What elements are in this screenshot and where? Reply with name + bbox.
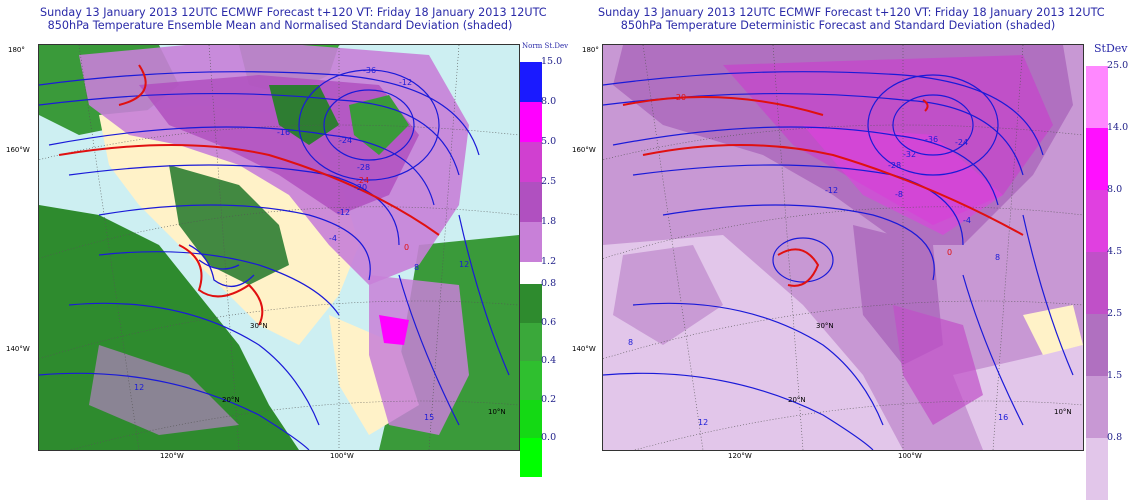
right-contour-label: 12 <box>698 418 708 427</box>
left-colorbar-label: 1.8 <box>541 216 557 227</box>
right-colorbar-swatch <box>1086 252 1108 314</box>
left-colorbar-label: 0.4 <box>541 355 557 366</box>
right-contour-label: 16 <box>998 413 1008 422</box>
left-colorbar-label: 0.8 <box>541 278 557 289</box>
left-label-160w: 160°W <box>6 146 30 154</box>
left-contour-label: -28 <box>357 163 370 172</box>
left-colorbar-label: 15.0 <box>541 56 563 67</box>
right-contour-label: 8 <box>628 338 633 347</box>
left-contour-label: 15 <box>424 413 434 422</box>
right-colorbar-label: 4.5 <box>1107 246 1123 257</box>
left-colorbar-swatch <box>520 222 542 262</box>
right-label-20n: 20°N <box>788 396 806 404</box>
left-colorbar-label: 8.0 <box>541 96 557 107</box>
left-colorbar-title: Norm St.Dev <box>522 42 569 50</box>
left-contour-label: 8 <box>414 263 419 272</box>
left-title-line1: Sunday 13 January 2013 12UTC ECMWF Forec… <box>40 6 547 19</box>
right-colorbar-label: 14.0 <box>1107 122 1129 133</box>
right-colorbar-swatch <box>1086 314 1108 376</box>
right-colorbar-label: 2.5 <box>1107 308 1123 319</box>
right-label-30n: 30°N <box>816 322 834 330</box>
right-colorbar-label: 0.8 <box>1107 432 1123 443</box>
left-colorbar-label: 5.0 <box>541 136 557 147</box>
left-contour-label: -16 <box>277 128 290 137</box>
left-contour-label: -20 <box>354 183 367 192</box>
left-label-20n: 20°N <box>222 396 240 404</box>
right-colorbar-swatch <box>1086 66 1108 128</box>
right-contour-label: -24 <box>955 138 968 147</box>
right-colorbar-swatch <box>1086 190 1108 252</box>
left-contour-label: -12 <box>337 208 350 217</box>
left-contour-label: -12 <box>399 78 412 87</box>
right-label-120w: 120°W <box>728 452 752 460</box>
right-contour-label: -32 <box>903 150 916 159</box>
right-label-10n: 10°N <box>1054 408 1072 416</box>
right-contour-label: -36 <box>925 135 938 144</box>
left-map: -36 -12 -16 -24 -28 -20 -12 -4 8 12 15 1… <box>38 44 520 451</box>
right-label-100w: 100°W <box>898 452 922 460</box>
right-label-140w: 140°W <box>572 345 596 353</box>
right-title-line1: Sunday 13 January 2013 12UTC ECMWF Forec… <box>598 6 1105 19</box>
left-label-120w: 120°W <box>160 452 184 460</box>
left-colorbar-swatch <box>520 399 542 438</box>
right-title-line2: 850hPa Temperature Deterministic Forecas… <box>620 19 1056 32</box>
right-colorbar-swatch <box>1086 128 1108 190</box>
left-colorbar-swatch <box>520 182 542 222</box>
right-colorbar-label: 25.0 <box>1107 60 1129 71</box>
right-colorbar-title: StDev <box>1094 42 1128 55</box>
left-contour-label: -36 <box>363 66 376 75</box>
left-colorbar-swatch <box>520 322 542 361</box>
left-label-100w: 100°W <box>330 452 354 460</box>
right-colorbar-label: 8.0 <box>1107 184 1123 195</box>
left-colorbar-label: 2.5 <box>541 176 557 187</box>
left-colorbar-swatch <box>520 142 542 182</box>
right-label-160w: 160°W <box>572 146 596 154</box>
right-colorbar-swatch <box>1086 438 1108 500</box>
right-map: -36 -32 -28 -24 -12 -8 -4 8 8 12 16 -20 … <box>602 44 1084 451</box>
left-label-10n: 10°N <box>488 408 506 416</box>
right-contour-label: -8 <box>895 190 903 199</box>
right-label-180: 180° <box>582 46 599 54</box>
left-colorbar-swatch <box>520 62 542 102</box>
right-contour-label: -12 <box>825 186 838 195</box>
left-contour-label: 12 <box>459 260 469 269</box>
left-label-30n: 30°N <box>250 322 268 330</box>
right-contour-label: -28 <box>888 161 901 170</box>
right-contour-label: 8 <box>995 253 1000 262</box>
left-label-140w: 140°W <box>6 345 30 353</box>
left-colorbar-swatch <box>520 361 542 400</box>
right-contour-label-red: 0 <box>947 248 952 257</box>
right-contour-label-red: -20 <box>673 93 686 102</box>
left-contour-label: -24 <box>339 136 352 145</box>
left-colorbar-swatch <box>520 438 542 477</box>
left-title-line2: 850hPa Temperature Ensemble Mean and Nor… <box>47 19 513 32</box>
left-colorbar-swatch <box>520 284 542 323</box>
right-colorbar-label: 1.5 <box>1107 370 1123 381</box>
right-contour-label: -4 <box>963 216 971 225</box>
left-contour-label: 12 <box>134 383 144 392</box>
left-colorbar-label: 0.6 <box>541 316 557 328</box>
left-colorbar-swatch <box>520 102 542 142</box>
left-contour-label-red: 0 <box>404 243 409 252</box>
left-contour-label: -4 <box>329 234 337 243</box>
left-contour-label-red: -24 <box>356 176 369 185</box>
left-colorbar-label: 0.2 <box>541 393 557 405</box>
right-colorbar-swatch <box>1086 376 1108 438</box>
left-colorbar-label: 0.0 <box>541 432 557 443</box>
left-colorbar-label: 1.2 <box>541 256 557 267</box>
left-label-180: 180° <box>8 46 25 54</box>
